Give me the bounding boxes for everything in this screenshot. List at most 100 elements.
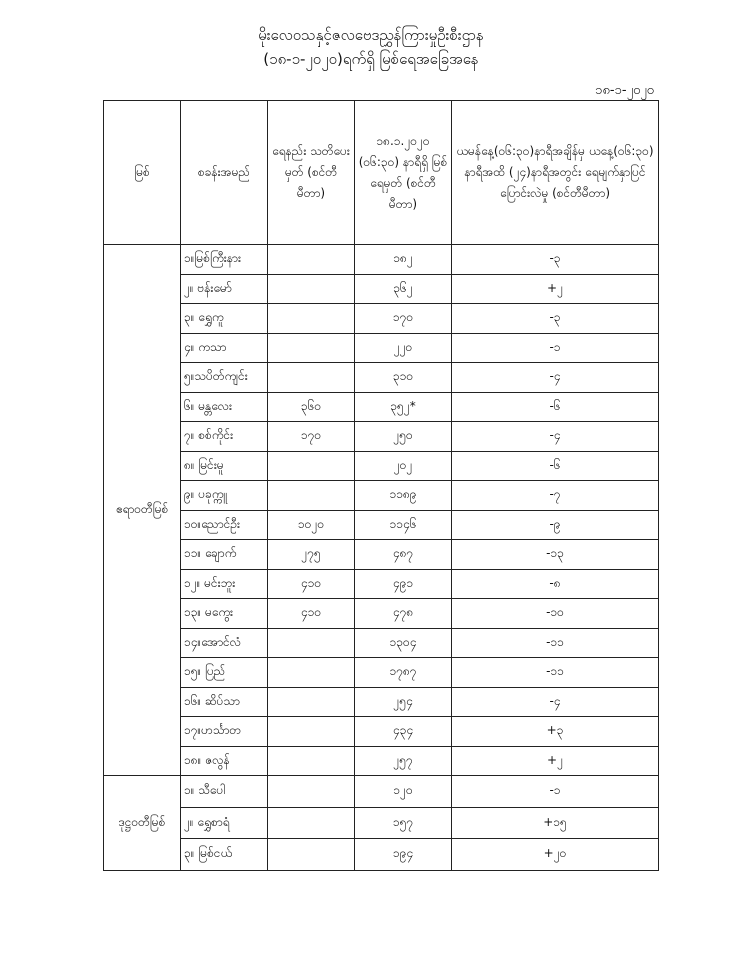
water-level: ၁၂၀	[354, 775, 452, 808]
level-change: +၂၀	[451, 838, 659, 871]
table-row: ၁၂။ မင်းဘူး ၄၁၀ ၄၉၁ -၈	[104, 568, 659, 599]
warning-level	[267, 775, 355, 808]
level-change: -၁၃	[451, 539, 659, 570]
header-station: စခန်းအမည်	[180, 100, 268, 245]
report-date: ၁၈-၁-၂၀၂၀	[595, 83, 654, 98]
water-level: ၂၅၀	[354, 421, 452, 452]
header-river: မြစ်	[103, 100, 181, 245]
level-change: -၇	[451, 480, 659, 511]
table-row: ၁၆။ ဆိပ်သာ ၂၅၄ -၄	[104, 686, 659, 717]
water-level: ၁၅၇	[354, 806, 452, 839]
warning-level	[267, 362, 355, 393]
station-name: ၃။ ရွှေကူ	[180, 303, 268, 334]
table-row: ၄။ ကသာ ၂၂၀ -၁	[104, 332, 659, 363]
document-title: မိုးလေဝသနှင့်ဇလဗေဒညွှန်ကြားမှုဦးစီးဌာန	[258, 26, 484, 44]
water-level: ၂၂၀	[354, 332, 452, 363]
warning-level	[267, 480, 355, 511]
water-level: ၄၇၈	[354, 598, 452, 629]
station-name: ၁၁။ ချောက်	[180, 539, 268, 570]
station-name: ၄။ ကသာ	[180, 332, 268, 363]
water-level: ၃၁၀	[354, 362, 452, 393]
warning-level: ၄၁၀	[267, 568, 355, 599]
level-change: -၆	[451, 391, 659, 422]
table-row: ၇။ စစ်ကိုင်း ၁၇၀ ၂၅၀ -၄	[104, 421, 659, 452]
table-row: ၂။ ဗန်းမော် ၃၆၂ +၂	[104, 273, 659, 304]
warning-level	[267, 303, 355, 334]
header-24h-change: ယမန်နေ့(၀၆:၃၀)နာရီအချိန်မှ ယနေ့(၀၆:၃၀) န…	[451, 100, 659, 245]
station-name: ၁၅။ ပြည်	[180, 657, 268, 688]
level-change: -၄	[451, 362, 659, 393]
table-row: ၈။ မြင်းမူ ၂၀၂ -၆	[104, 450, 659, 481]
station-name: ၁၀။ညောင်ဦး	[180, 509, 268, 540]
warning-level: ၂၇၅	[267, 539, 355, 570]
water-level: ၁၁၈၉	[354, 480, 452, 511]
river-water-level-table: မြစ် စခန်းအမည် ရေနည်း သတိပေးမှတ် (စင်တီမ…	[103, 100, 659, 871]
river-name: ဒုဋ္ဌဝတီမြစ်	[103, 775, 181, 871]
warning-level	[267, 838, 355, 871]
table-row: ဧရာဝတီမြစ် ၁။မြစ်ကြီးနား ၁၈၂ -၃	[103, 244, 659, 776]
header-row: မြစ် စခန်းအမည် ရေနည်း သတိပေးမှတ် (စင်တီမ…	[103, 100, 659, 245]
table-row: ၁၈။ ဇလွန် ၂၅၇ +၂	[104, 745, 659, 776]
water-level: ၂၀၂	[354, 450, 452, 481]
river-name: ဧရာဝတီမြစ်	[103, 244, 181, 776]
header-warning-level: ရေနည်း သတိပေးမှတ် (စင်တီမီတာ)	[267, 100, 355, 245]
warning-level	[267, 806, 355, 839]
table-row: ၃။ ရွှေကူ ၁၇၀ -၃	[104, 303, 659, 334]
table-row: ၂။ ရွှေစာရံ ၁၅၇ +၁၅	[104, 806, 659, 839]
water-level: ၁၇၈၇	[354, 657, 452, 688]
station-name: ၁၃။ မကွေး	[180, 598, 268, 629]
level-change: -၄	[451, 686, 659, 717]
table-row: ၁၄။အောင်လံ ၁၃၀၄ -၁၁	[104, 627, 659, 658]
warning-level	[267, 627, 355, 658]
water-level: ၁၈၂	[354, 244, 452, 275]
water-level: ၄၃၄	[354, 716, 452, 747]
water-level: ၃၆၂	[354, 273, 452, 304]
station-name: ၂။ ဗန်းမော်	[180, 273, 268, 304]
water-level: ၂၅၄	[354, 686, 452, 717]
station-name: ၁၄။အောင်လံ	[180, 627, 268, 658]
station-name: ၉။ ပခုက္ကူ	[180, 480, 268, 511]
station-name: ၁၆။ ဆိပ်သာ	[180, 686, 268, 717]
table-row: ၆။ မန္တလေး ၃၆၀ ၃၅၂* -၆	[104, 391, 659, 422]
water-level: ၁၉၄	[354, 838, 452, 871]
warning-level	[267, 244, 355, 275]
table-row: ၃။ မြစ်ငယ် ၁၉၄ +၂၀	[104, 838, 659, 871]
level-change: +၂	[451, 745, 659, 776]
warning-level	[267, 332, 355, 363]
water-level: ၂၅၇	[354, 745, 452, 776]
level-change: +၃	[451, 716, 659, 747]
station-name: ၅။သပိတ်ကျင်း	[180, 362, 268, 393]
warning-level	[267, 686, 355, 717]
table-row: ဒုဋ္ဌဝတီမြစ် ၁။ သီပေါ ၁၂၀ -၁	[103, 775, 659, 871]
table-row: ၁၁။ ချောက် ၂၇၅ ၄၈၇ -၁၃	[104, 539, 659, 570]
station-name: ၁၇။ဟင်္သာတ	[180, 716, 268, 747]
level-change: -၃	[451, 303, 659, 334]
level-change: -၉	[451, 509, 659, 540]
level-change: -၁၁	[451, 627, 659, 658]
level-change: -၁၀	[451, 598, 659, 629]
station-name: ၆။ မန္တလေး	[180, 391, 268, 422]
water-level: ၃၅၂*	[354, 391, 452, 422]
warning-level: ၁၀၂၀	[267, 509, 355, 540]
warning-level	[267, 657, 355, 688]
level-change: +၂	[451, 273, 659, 304]
warning-level	[267, 716, 355, 747]
station-name: ၃။ မြစ်ငယ်	[180, 838, 268, 871]
table-row: ၉။ ပခုက္ကူ ၁၁၈၉ -၇	[104, 480, 659, 511]
water-level: ၁၁၄၆	[354, 509, 452, 540]
warning-level	[267, 273, 355, 304]
station-name: ၁၂။ မင်းဘူး	[180, 568, 268, 599]
station-name: ၁။မြစ်ကြီးနား	[180, 244, 268, 275]
station-name: ၁။ သီပေါ	[180, 775, 268, 808]
station-name: ၁၈။ ဇလွန်	[180, 745, 268, 776]
level-change: -၁၁	[451, 657, 659, 688]
level-change: -၈	[451, 568, 659, 599]
level-change: -၁	[451, 775, 659, 808]
water-level: ၄၉၁	[354, 568, 452, 599]
level-change: -၄	[451, 421, 659, 452]
station-name: ၈။ မြင်းမူ	[180, 450, 268, 481]
table-row: ၁၃။ မကွေး ၄၁၀ ၄၇၈ -၁၀	[104, 598, 659, 629]
water-level: ၄၈၇	[354, 539, 452, 570]
table-row: ၁၇။ဟင်္သာတ ၄၃၄ +၃	[104, 716, 659, 747]
water-level: ၁၃၀၄	[354, 627, 452, 658]
